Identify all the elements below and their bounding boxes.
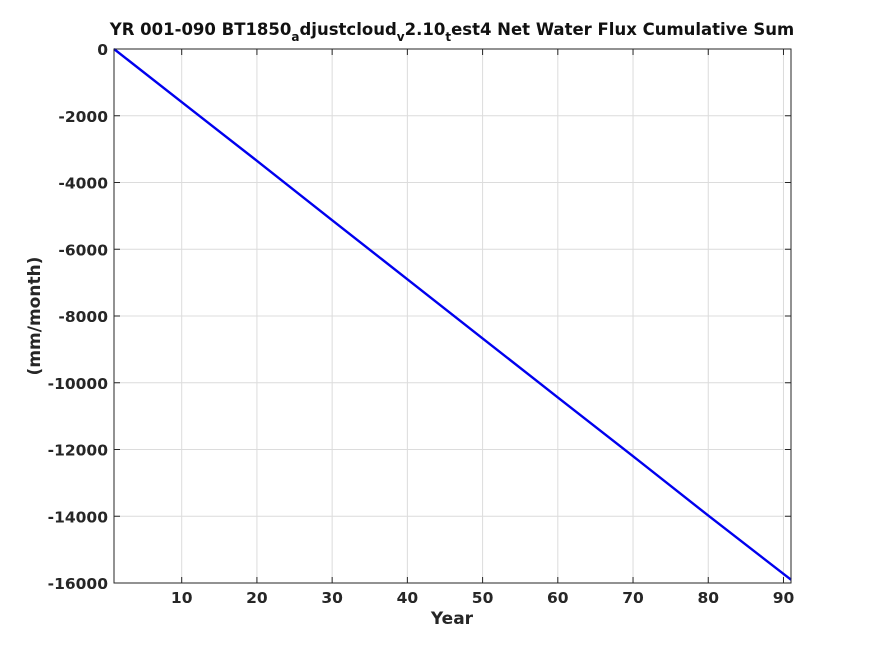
chart-title-part: djustcloud: [300, 20, 397, 39]
x-tick-label: 90: [773, 589, 795, 607]
series-line: [113, 48, 792, 581]
y-tick-label: -12000: [48, 442, 109, 460]
y-axis-label: (mm/month): [25, 257, 45, 376]
x-tick-label: 50: [472, 589, 494, 607]
y-tick-label: -8000: [58, 308, 108, 326]
y-tick-label: -4000: [58, 175, 108, 193]
x-tick-label: 40: [397, 589, 419, 607]
x-axis-label: Year: [430, 609, 474, 629]
series-layer: [113, 48, 792, 581]
chart-title-part: est4 Net Water Flux Cumulative Sum: [451, 20, 794, 39]
x-tick-label: 10: [171, 589, 193, 607]
y-tick-label: -6000: [58, 241, 108, 259]
tick-marks: [114, 48, 791, 584]
chart-title-part: YR 001-090 BT1850: [109, 20, 292, 39]
x-tick-label: 30: [321, 589, 343, 607]
y-tick-label: -2000: [58, 108, 108, 126]
x-tick-label: 80: [697, 589, 719, 607]
chart-title-subscript: v: [397, 30, 405, 44]
chart-title-part: 2.10: [405, 20, 446, 39]
y-tick-label: -10000: [48, 375, 109, 393]
x-tick-label: 60: [547, 589, 569, 607]
chart-title-subscript: a: [291, 30, 299, 44]
y-tick-label: -16000: [48, 575, 109, 593]
chart-title: YR 001-090 BT1850adjustcloudv2.10test4 N…: [109, 20, 794, 44]
x-tick-label: 70: [622, 589, 644, 607]
y-tick-labels: 0 -2000 -4000 -6000 -8000 -10000 -12000 -14000 -…: [48, 41, 109, 593]
chart-title-subscript: t: [445, 30, 451, 44]
y-tick-label: 0: [97, 41, 108, 59]
x-tick-labels: 10 20 30 40 50 60 70 80 90: [171, 589, 795, 607]
y-tick-label: -14000: [48, 508, 109, 526]
x-tick-label: 20: [246, 589, 268, 607]
